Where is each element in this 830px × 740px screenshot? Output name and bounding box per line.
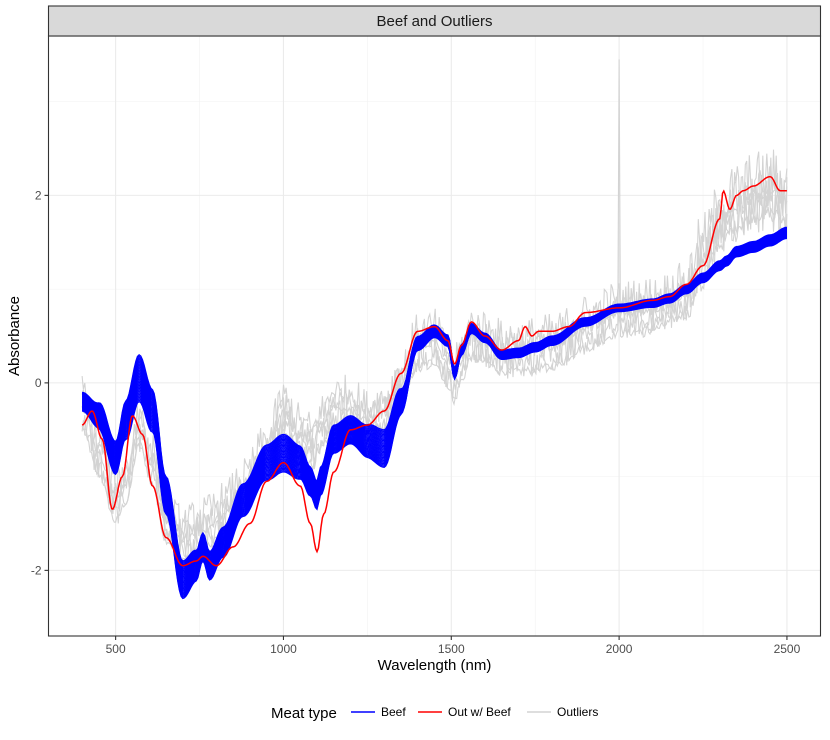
x-axis: 500 1000 1500 2000 2500: [106, 636, 801, 656]
x-axis-title: Wavelength (nm): [378, 657, 492, 674]
facet-title: Beef and Outliers: [377, 13, 493, 30]
y-tick-label: 0: [35, 376, 42, 390]
legend-label-outliers: Outliers: [557, 705, 598, 719]
legend: Meat type Beef Out w/ Beef Outliers: [271, 705, 598, 722]
y-tick-label: -2: [31, 563, 42, 577]
y-axis-title: Absorbance: [6, 296, 23, 376]
x-tick-label: 1000: [270, 642, 297, 656]
y-tick-label: 2: [35, 188, 42, 202]
series-layer: [81, 59, 788, 600]
facet-strip: [47, 5, 822, 37]
x-tick-label: 2000: [606, 642, 633, 656]
y-axis: -2 0 2: [31, 188, 49, 577]
x-tick-label: 2500: [774, 642, 801, 656]
x-tick-label: 1500: [438, 642, 465, 656]
legend-label-out-w-beef: Out w/ Beef: [448, 705, 511, 719]
legend-label-beef: Beef: [381, 705, 406, 719]
x-tick-label: 500: [106, 642, 126, 656]
grid: [48, 36, 821, 636]
beef-curve: [81, 226, 787, 562]
series-out-w-beef: [81, 175, 787, 567]
out-w-beef-curve: [81, 175, 787, 567]
legend-title: Meat type: [271, 705, 337, 722]
